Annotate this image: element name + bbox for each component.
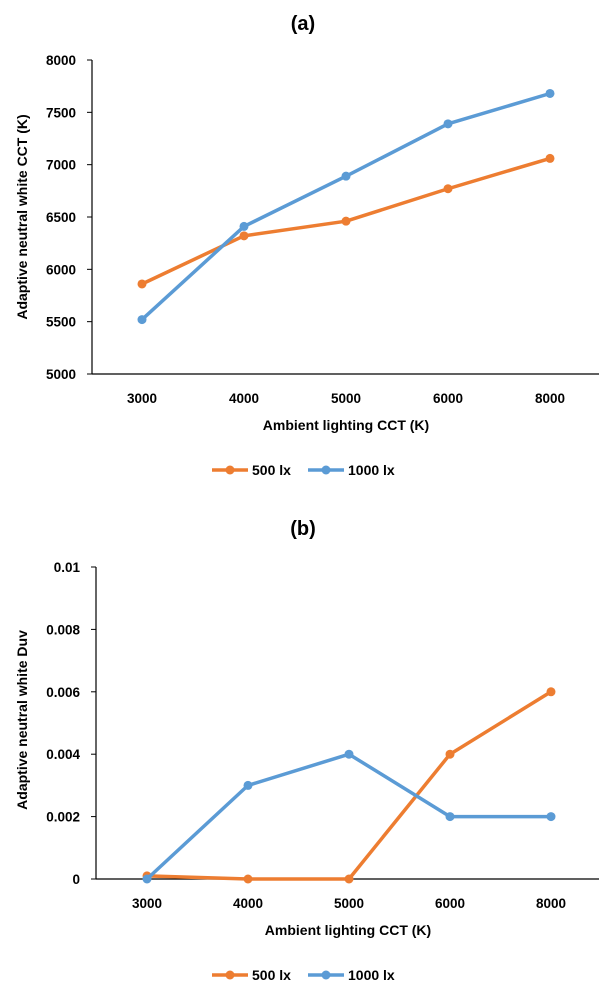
x-tick-label: 4000 (229, 391, 259, 406)
x-tick-label: 6000 (435, 896, 465, 911)
y-tick-label: 7500 (46, 105, 76, 120)
legend-1000lx-label: 1000 lx (348, 462, 395, 478)
data-point (239, 221, 249, 231)
chart-b-y-ticks: 0 0.002 0.004 0.006 0.008 0.01 (46, 560, 96, 887)
y-tick-label: 0.004 (46, 747, 80, 762)
chart-b-title: (b) (290, 518, 316, 540)
y-tick-label: 6000 (46, 262, 76, 277)
chart-b-svg: (b) 0 0.002 0.004 0.006 0.008 0.01 3000 4000 50… (14, 518, 599, 983)
data-point (243, 780, 253, 790)
chart-b-plot-area (142, 687, 556, 884)
y-tick-label: 0.002 (46, 810, 80, 825)
series-line-500-lx (145, 690, 553, 881)
series-line-1000-lx (145, 752, 553, 881)
chart-a-x-ticks: 3000 4000 5000 6000 8000 (127, 391, 565, 406)
x-tick-label: 5000 (331, 391, 361, 406)
chart-a-axes (91, 60, 599, 375)
chart-b-container: (b) 0 0.002 0.004 0.006 0.008 0.01 3000 4000 50… (0, 505, 599, 984)
x-tick-label: 3000 (127, 391, 157, 406)
x-tick-label: 8000 (535, 391, 565, 406)
y-tick-label: 0.01 (54, 560, 81, 575)
chart-a-title: (a) (291, 13, 315, 35)
data-point (137, 279, 147, 289)
chart-a-svg: (a) 5000 5500 6000 6500 7000 7500 8000 3000 400… (14, 13, 599, 478)
x-tick-label: 3000 (132, 896, 162, 911)
x-tick-label: 4000 (233, 896, 263, 911)
y-tick-label: 0 (72, 872, 80, 887)
chart-a-plot-area (137, 88, 555, 325)
data-point (445, 812, 455, 822)
data-point (243, 874, 253, 884)
data-point (239, 231, 249, 241)
y-tick-label: 0.008 (46, 622, 80, 637)
legend-1000lx-marker (321, 465, 331, 475)
data-point (546, 687, 556, 697)
chart-b-legend: 500 lx 1000 lx (212, 967, 395, 983)
data-point (546, 812, 556, 822)
data-point (142, 874, 152, 884)
series-line-1000-lx (140, 91, 552, 322)
data-point (545, 153, 555, 163)
legend-1000lx-label: 1000 lx (348, 967, 395, 983)
legend-500lx-label: 500 lx (252, 462, 291, 478)
legend-1000lx-marker (321, 970, 331, 980)
data-point (137, 315, 147, 325)
y-tick-label: 8000 (46, 53, 76, 68)
chart-a-container: (a) 5000 5500 6000 6500 7000 7500 8000 3000 400… (14, 13, 599, 478)
chart-b-axes (95, 567, 599, 880)
data-point (545, 88, 555, 98)
y-tick-label: 6500 (46, 210, 76, 225)
x-tick-label: 5000 (334, 896, 364, 911)
data-point (445, 749, 455, 759)
x-tick-label: 6000 (433, 391, 463, 406)
chart-a-y-ticks: 5000 5500 6000 6500 7000 7500 8000 (46, 53, 92, 382)
chart-b-x-axis-label: Ambient lighting CCT (K) (265, 922, 431, 938)
data-point (341, 171, 351, 181)
data-point (341, 216, 351, 226)
y-tick-label: 5000 (46, 367, 76, 382)
chart-a-x-axis-label: Ambient lighting CCT (K) (263, 417, 429, 433)
y-tick-label: 5500 (46, 315, 76, 330)
legend-500lx-label: 500 lx (252, 967, 291, 983)
legend-500lx-marker (225, 970, 235, 980)
chart-b-y-axis-label: Adaptive neutral white Duv (14, 630, 30, 810)
y-tick-label: 7000 (46, 158, 76, 173)
data-point (443, 184, 453, 194)
data-point (344, 749, 354, 759)
x-tick-label: 8000 (536, 896, 566, 911)
legend-500lx-marker (225, 465, 235, 475)
data-point (443, 119, 453, 129)
data-point (344, 874, 354, 884)
y-tick-label: 0.006 (46, 685, 80, 700)
chart-a-legend: 500 lx 1000 lx (212, 462, 395, 478)
chart-b-x-ticks: 3000 4000 5000 6000 8000 (132, 896, 566, 911)
chart-a-y-axis-label: Adaptive neutral white CCT (K) (14, 114, 30, 319)
